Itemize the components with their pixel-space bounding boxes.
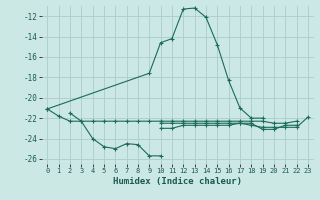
- X-axis label: Humidex (Indice chaleur): Humidex (Indice chaleur): [113, 177, 242, 186]
